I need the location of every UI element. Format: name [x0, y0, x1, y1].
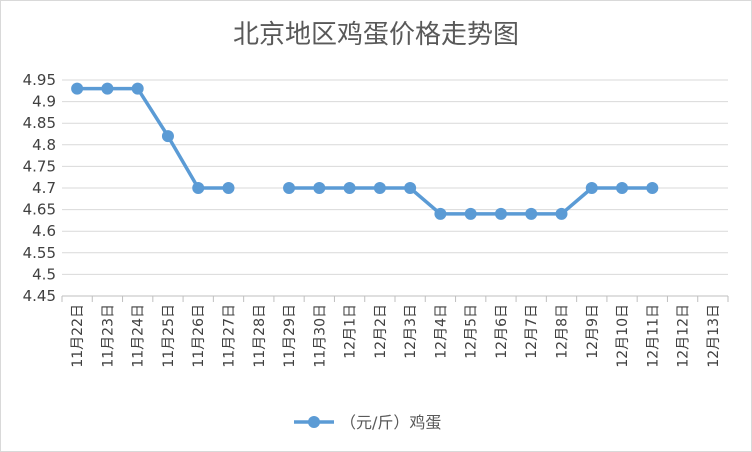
x-tick-label: 11月22日 — [70, 304, 86, 368]
legend-label: （元/斤）鸡蛋 — [340, 413, 441, 432]
y-tick-label: 4.65 — [23, 201, 56, 219]
series-group — [71, 82, 659, 220]
x-tick-label: 12月11日 — [645, 304, 661, 368]
x-tick-label: 12月6日 — [494, 304, 510, 359]
data-point — [404, 182, 417, 194]
y-tick-label: 4.9 — [32, 93, 56, 111]
data-point — [555, 207, 568, 220]
y-tick-label: 4.6 — [32, 222, 56, 240]
y-tick-label: 4.7 — [32, 179, 56, 197]
data-point — [71, 82, 84, 95]
data-point — [585, 182, 598, 194]
data-point — [494, 207, 507, 220]
data-point — [646, 182, 659, 194]
y-tick-label: 4.95 — [23, 71, 56, 89]
data-point — [343, 182, 356, 194]
y-tick-label: 4.55 — [23, 244, 56, 262]
x-tick-label: 12月2日 — [373, 304, 389, 359]
x-tick-label: 12月8日 — [555, 304, 571, 359]
x-tick-label: 12月12日 — [676, 304, 692, 368]
x-tick-label: 11月27日 — [222, 304, 238, 368]
x-tick-label: 11月26日 — [191, 304, 207, 368]
x-tick-label: 12月7日 — [524, 304, 540, 359]
data-point — [101, 82, 114, 95]
x-tick-label: 11月23日 — [100, 304, 116, 368]
data-point — [616, 182, 629, 194]
data-point — [283, 182, 296, 194]
data-point — [222, 182, 235, 194]
y-tick-label: 4.45 — [23, 287, 56, 305]
x-tick-label: 12月13日 — [706, 304, 722, 368]
chart-title: 北京地区鸡蛋价格走势图 — [232, 20, 519, 50]
data-point — [525, 207, 538, 220]
x-tick-label: 12月1日 — [343, 304, 359, 359]
x-axis-ticks: 11月22日 11月23日 11月24日 11月25日 11月26日 11月27日 11月2… — [70, 304, 722, 368]
x-axis — [61, 295, 729, 302]
x-tick-label: 11月29日 — [282, 304, 298, 368]
y-axis-ticks: 4.45 4.5 4.55 4.6 4.65 4.7 4.75 4.8 4.85 4.9 4.95 — [23, 71, 56, 305]
y-tick-label: 4.5 — [32, 265, 56, 283]
x-tick-label: 11月25日 — [161, 304, 177, 368]
legend: （元/斤）鸡蛋 — [294, 413, 441, 432]
legend-marker — [308, 416, 320, 428]
y-tick-label: 4.75 — [23, 157, 56, 175]
x-tick-label: 12月4日 — [433, 304, 449, 359]
y-tick-label: 4.8 — [32, 136, 56, 154]
y-tick-label: 4.85 — [23, 114, 56, 132]
data-point — [131, 82, 144, 95]
data-point — [161, 130, 174, 143]
data-point — [464, 207, 477, 220]
x-tick-label: 11月28日 — [252, 304, 268, 368]
data-point — [192, 182, 205, 194]
x-tick-label: 12月10日 — [615, 304, 631, 368]
data-point — [313, 182, 326, 194]
series-line — [77, 86, 653, 216]
x-tick-label: 12月9日 — [585, 304, 601, 359]
x-tick-label: 11月30日 — [312, 304, 328, 368]
x-tick-label: 11月24日 — [131, 304, 147, 368]
x-tick-label: 12月5日 — [464, 304, 480, 359]
data-point — [373, 182, 386, 194]
x-tick-label: 12月3日 — [403, 304, 419, 359]
data-point — [434, 207, 447, 220]
